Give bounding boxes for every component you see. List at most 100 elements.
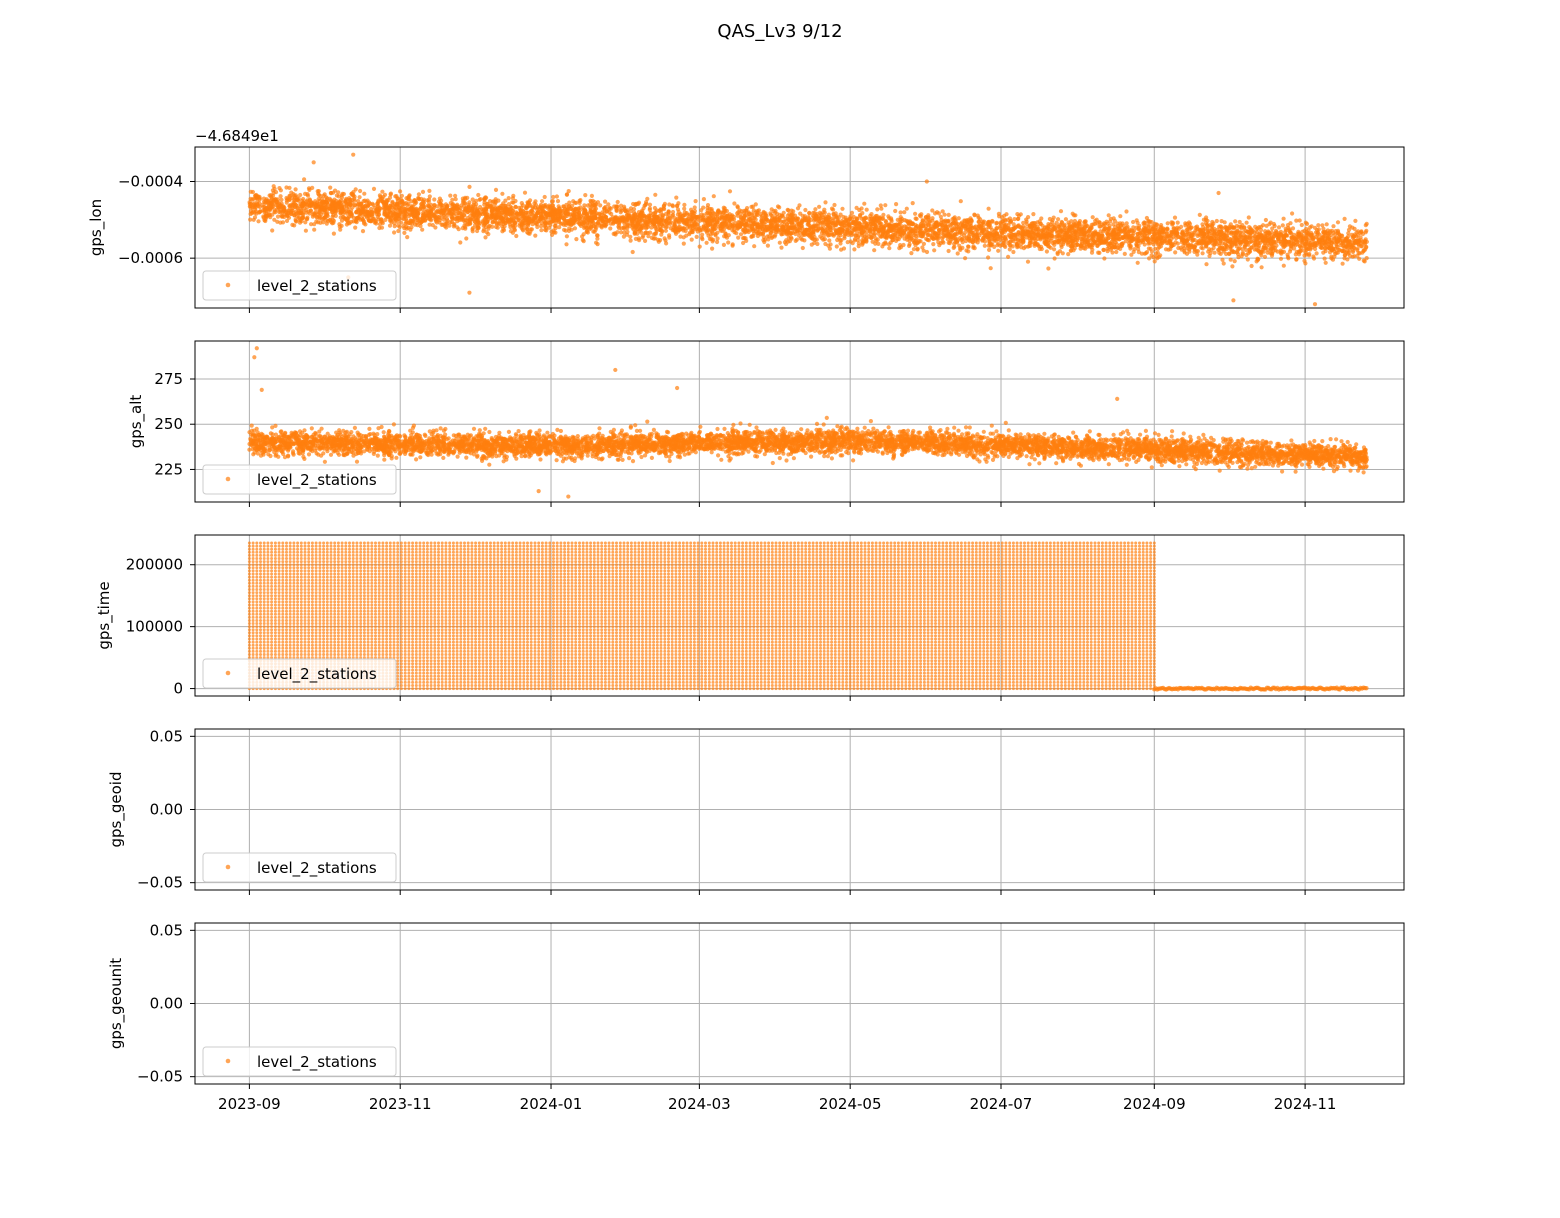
data-point — [938, 214, 944, 219]
data-point — [952, 244, 957, 249]
data-point — [1301, 248, 1306, 253]
data-point — [772, 219, 777, 224]
data-point — [807, 211, 812, 216]
data-point — [931, 242, 936, 247]
data-point — [1214, 218, 1219, 224]
data-point — [674, 195, 679, 200]
data-point — [896, 237, 901, 242]
data-point — [1288, 221, 1293, 226]
data-point — [1019, 227, 1024, 232]
data-point — [1092, 241, 1097, 246]
data-point — [1276, 225, 1282, 230]
data-point — [689, 210, 694, 215]
data-point — [448, 193, 453, 198]
data-point — [1312, 225, 1318, 230]
data-point — [1047, 216, 1052, 222]
data-point — [287, 185, 292, 190]
data-point — [256, 219, 261, 224]
data-point — [982, 243, 987, 248]
data-point — [1044, 249, 1049, 254]
data-point — [1346, 234, 1351, 239]
data-point — [879, 206, 884, 211]
data-point — [484, 230, 489, 235]
data-point — [1283, 226, 1288, 231]
data-point — [735, 204, 740, 209]
data-point — [1335, 220, 1341, 225]
data-point — [813, 207, 818, 212]
data-point — [1020, 235, 1025, 240]
data-point — [357, 195, 362, 200]
data-point — [861, 236, 866, 241]
data-point — [387, 223, 393, 228]
data-point — [920, 245, 925, 250]
data-point — [753, 202, 758, 207]
data-point — [302, 177, 307, 182]
data-point — [997, 214, 1002, 219]
data-point — [1244, 252, 1249, 258]
data-point — [1025, 259, 1031, 264]
data-point — [966, 249, 971, 254]
data-point — [293, 187, 298, 192]
data-point — [930, 216, 935, 221]
data-point — [719, 214, 725, 220]
data-point — [1321, 250, 1326, 255]
data-point — [1355, 246, 1360, 251]
data-point — [857, 207, 862, 213]
data-point — [764, 224, 770, 230]
data-point — [392, 230, 397, 235]
data-point — [500, 191, 505, 196]
data-point — [689, 237, 694, 242]
data-point — [710, 246, 715, 251]
data-point — [1052, 247, 1057, 252]
data-point — [1175, 220, 1180, 225]
data-point — [1297, 244, 1302, 249]
data-point — [1135, 231, 1140, 236]
data-point — [1350, 225, 1355, 230]
data-point — [550, 232, 555, 237]
data-point — [934, 220, 939, 225]
data-point — [339, 218, 345, 223]
data-point — [427, 222, 432, 227]
data-point — [1169, 236, 1174, 241]
data-point — [550, 199, 556, 204]
data-point — [1136, 226, 1141, 231]
subplots: −0.0004−0.0006gps_lon−4.6849e1level_2_st… — [87, 127, 1405, 1113]
data-point — [509, 205, 514, 210]
data-point — [1361, 248, 1366, 253]
data-point — [874, 238, 879, 243]
data-point — [338, 227, 343, 232]
data-point — [663, 228, 669, 233]
data-point — [591, 210, 597, 215]
data-point — [749, 212, 755, 217]
data-point — [1240, 252, 1245, 257]
data-point — [721, 205, 726, 210]
data-point — [962, 230, 968, 235]
data-point — [303, 228, 308, 233]
data-point — [340, 191, 345, 196]
data-point — [1316, 227, 1321, 232]
data-point — [840, 206, 845, 211]
data-point — [759, 231, 764, 236]
data-point — [902, 232, 907, 237]
data-point — [995, 243, 1000, 248]
data-point — [904, 206, 909, 211]
data-point — [860, 241, 865, 246]
data-point — [1320, 223, 1325, 228]
data-point — [1233, 219, 1238, 224]
data-point — [765, 243, 771, 248]
data-point — [514, 233, 519, 239]
data-point — [513, 205, 518, 210]
data-point — [878, 203, 883, 208]
data-point — [1246, 215, 1251, 220]
data-point — [831, 207, 836, 212]
data-point — [872, 248, 877, 253]
data-point — [564, 242, 569, 247]
data-point — [707, 236, 713, 242]
data-point — [353, 225, 358, 230]
data-point — [1040, 228, 1045, 233]
data-point — [815, 228, 820, 233]
data-point — [625, 222, 630, 228]
data-point — [1314, 251, 1319, 256]
data-point — [1220, 257, 1225, 262]
data-point — [875, 207, 880, 212]
